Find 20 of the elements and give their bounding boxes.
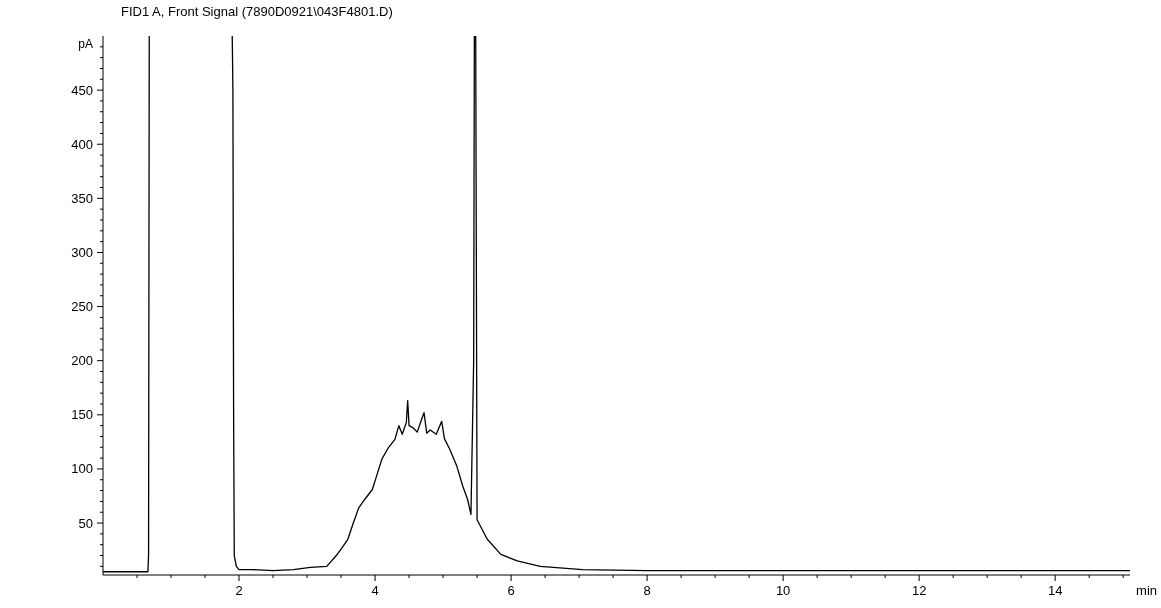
x-tick-label: 4 xyxy=(371,583,379,598)
y-tick-label: 150 xyxy=(71,407,93,423)
y-tick-label: 450 xyxy=(71,82,93,98)
y-tick-label: 50 xyxy=(78,515,93,531)
y-tick-label: 100 xyxy=(71,461,93,477)
line-series xyxy=(231,36,1130,572)
x-axis-title: min xyxy=(1136,583,1157,598)
y-axis-title: pA xyxy=(78,37,93,51)
x-tick-label: 10 xyxy=(775,583,791,598)
x-tick-label: 8 xyxy=(643,583,651,598)
y-tick-label: 300 xyxy=(71,245,93,261)
y-tick-label: 400 xyxy=(71,136,93,152)
x-tick-label: 14 xyxy=(1047,583,1063,598)
chart-title: FID1 A, Front Signal (7890D0921\043F4801.D) xyxy=(121,4,393,19)
x-tick-label: 6 xyxy=(507,583,515,598)
y-tick-label: 200 xyxy=(71,353,93,369)
x-tick-label: 12 xyxy=(911,583,927,598)
y-tick-label: 350 xyxy=(71,190,93,206)
y-tick-label: 250 xyxy=(71,299,93,315)
x-tick-label: 2 xyxy=(235,583,243,598)
